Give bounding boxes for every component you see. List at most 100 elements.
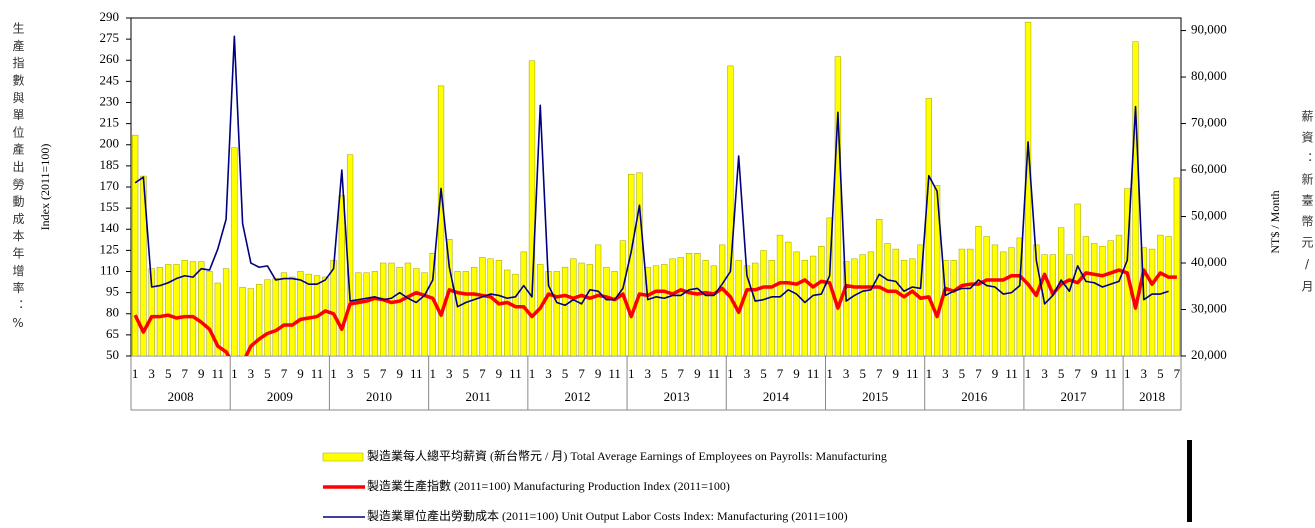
bar bbox=[239, 286, 246, 356]
bar bbox=[603, 266, 610, 356]
y-tick-label: 245 bbox=[100, 72, 120, 87]
x-tick-label: 7 bbox=[678, 366, 685, 381]
bar bbox=[644, 266, 651, 356]
bar bbox=[950, 259, 957, 356]
bar bbox=[1132, 41, 1139, 356]
x-tick-label: 7 bbox=[975, 366, 982, 381]
legend-swatch bbox=[322, 452, 364, 462]
x-tick-label: 11 bbox=[608, 366, 621, 381]
bar bbox=[834, 56, 842, 356]
x-tick-label: 5 bbox=[959, 366, 966, 381]
bar bbox=[669, 258, 676, 356]
x-tick-label: 3 bbox=[1041, 366, 1048, 381]
bar bbox=[297, 271, 304, 356]
x-tick-label: 5 bbox=[760, 366, 767, 381]
bar bbox=[388, 262, 395, 356]
year-label: 2017 bbox=[1061, 389, 1088, 404]
bar bbox=[1157, 234, 1164, 356]
bar bbox=[487, 258, 494, 356]
year-label: 2013 bbox=[664, 389, 690, 404]
bar bbox=[264, 279, 271, 356]
bar bbox=[975, 226, 982, 356]
bar bbox=[859, 254, 866, 356]
bar bbox=[173, 264, 180, 356]
bar bbox=[743, 265, 751, 356]
bar bbox=[156, 266, 164, 356]
x-tick-label: 3 bbox=[843, 366, 850, 381]
bar bbox=[165, 264, 172, 356]
bar bbox=[661, 264, 668, 356]
x-tick-label: 11 bbox=[906, 366, 919, 381]
x-tick-label: 1 bbox=[1025, 366, 1032, 381]
bar bbox=[289, 276, 296, 356]
bar bbox=[1008, 247, 1015, 356]
y-tick-label: 125 bbox=[100, 241, 120, 256]
year-label: 2010 bbox=[366, 389, 392, 404]
bar bbox=[851, 258, 858, 356]
x-tick-label: 3 bbox=[644, 366, 651, 381]
y-tick-label: 80 bbox=[106, 305, 119, 320]
bar bbox=[884, 243, 891, 356]
x-tick-label: 9 bbox=[694, 366, 701, 381]
year-label: 2018 bbox=[1139, 389, 1165, 404]
bar bbox=[594, 244, 602, 356]
bar bbox=[1049, 254, 1056, 356]
bar bbox=[338, 195, 345, 356]
bar bbox=[355, 272, 362, 356]
x-tick-label: 9 bbox=[595, 366, 602, 381]
bar bbox=[793, 251, 800, 356]
x-tick-label: 9 bbox=[992, 366, 999, 381]
x-tick-label: 3 bbox=[148, 366, 155, 381]
x-tick-label: 9 bbox=[198, 366, 205, 381]
y-tick-label: 50 bbox=[106, 347, 119, 362]
bar bbox=[528, 60, 536, 356]
x-tick-label: 7 bbox=[479, 366, 486, 381]
bar bbox=[685, 253, 693, 356]
y2-tick-label: 70,000 bbox=[1191, 115, 1227, 130]
bar bbox=[1099, 246, 1106, 356]
x-tick-label: 11 bbox=[807, 366, 820, 381]
bar bbox=[495, 259, 503, 356]
bar bbox=[231, 147, 238, 356]
x-tick-label: 9 bbox=[893, 366, 900, 381]
year-label: 2016 bbox=[961, 389, 988, 404]
x-tick-label: 7 bbox=[1074, 366, 1081, 381]
bar bbox=[247, 288, 255, 356]
y-tick-label: 290 bbox=[100, 9, 120, 24]
bar bbox=[421, 272, 428, 356]
decoration-bar bbox=[1187, 440, 1192, 522]
y-tick-label: 110 bbox=[100, 262, 119, 277]
year-label: 2015 bbox=[862, 389, 888, 404]
bar bbox=[371, 271, 379, 356]
bar bbox=[1140, 247, 1147, 356]
bar bbox=[222, 268, 230, 356]
x-tick-label: 5 bbox=[859, 366, 866, 381]
line bbox=[133, 268, 1177, 356]
year-label: 2009 bbox=[267, 389, 293, 404]
y-tick-label: 200 bbox=[100, 136, 120, 151]
x-tick-label: 1 bbox=[529, 366, 536, 381]
x-tick-label: 1 bbox=[1124, 366, 1131, 381]
bar bbox=[363, 272, 370, 356]
bar bbox=[578, 262, 585, 356]
bar bbox=[1016, 237, 1023, 356]
bar bbox=[131, 134, 139, 356]
bar bbox=[933, 185, 941, 356]
bar bbox=[330, 259, 337, 356]
bar bbox=[801, 259, 808, 356]
y2-tick-label: 30,000 bbox=[1191, 300, 1227, 315]
x-tick-label: 3 bbox=[446, 366, 453, 381]
bar bbox=[322, 276, 329, 356]
x-tick-label: 5 bbox=[661, 366, 668, 381]
bar bbox=[867, 251, 875, 356]
bar bbox=[1033, 244, 1040, 356]
bar bbox=[561, 266, 569, 356]
x-tick-label: 1 bbox=[231, 366, 238, 381]
x-tick-label: 1 bbox=[330, 366, 337, 381]
bar bbox=[1165, 236, 1172, 356]
bar bbox=[1082, 236, 1090, 356]
bar bbox=[512, 273, 519, 356]
bar bbox=[1148, 248, 1156, 356]
bar bbox=[694, 253, 701, 356]
x-tick-label: 1 bbox=[926, 366, 933, 381]
